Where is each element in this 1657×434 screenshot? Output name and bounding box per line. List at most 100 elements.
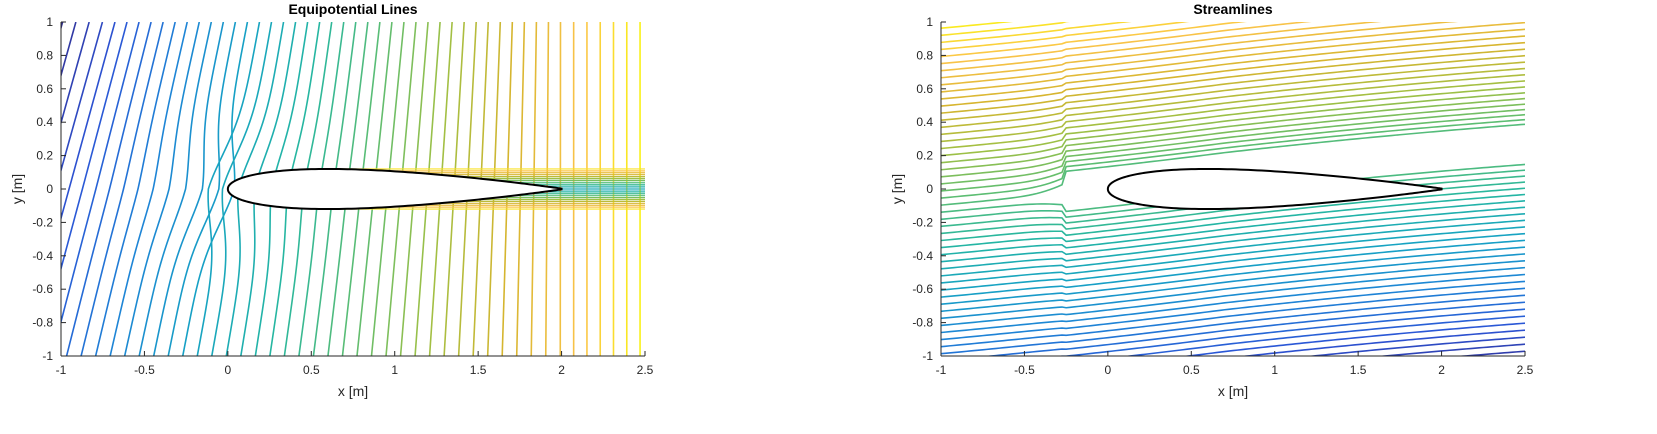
contour-line <box>94 22 176 356</box>
streamline <box>983 301 1525 356</box>
streamline <box>941 22 1070 37</box>
streamline <box>941 200 1525 256</box>
axes: -1 -0.5 0 0.5 1 1.5 2 2.5 -1 -0.8 -0.6 -0.4 -0.2 0 0.2… <box>32 15 653 377</box>
y-axis-label: y [m] <box>889 174 905 204</box>
equipotential-chart: Equipotential Lines -1 -0.5 0 0.5 1 1.5 2 2.5-1… <box>9 1 654 399</box>
x-tick-label: 1 <box>391 363 398 377</box>
streamline <box>941 22 1190 51</box>
streamline <box>941 280 1525 341</box>
streamline <box>941 273 1525 334</box>
axes: -1 -0.5 0 0.5 1 1.5 2 2.5 -1 -0.8 -0.6 -0.4 -0.2 0 0.2… <box>912 15 1533 377</box>
contour-line <box>61 22 90 126</box>
contour-line <box>80 22 164 356</box>
streamline <box>1455 350 1525 356</box>
contour-line <box>211 22 273 356</box>
streamline <box>941 206 1525 263</box>
streamline <box>941 118 1525 199</box>
streamline <box>941 123 1525 206</box>
x-tick-label: 1.5 <box>1350 363 1367 377</box>
y-tick-label: 0.8 <box>36 48 53 62</box>
streamline <box>941 259 1525 320</box>
streamline <box>941 232 1525 291</box>
y-tick-label: 1 <box>46 15 53 29</box>
streamline <box>941 22 1132 44</box>
y-tick-label: 0.8 <box>916 48 933 62</box>
contour-line <box>61 22 128 272</box>
x-tick-label: 2 <box>558 363 565 377</box>
y-tick-label: 1 <box>926 15 933 29</box>
contour-line <box>152 22 225 356</box>
streamline <box>941 22 1312 65</box>
contour-line <box>65 22 152 356</box>
streamline <box>941 212 1525 270</box>
airfoil-outline <box>1106 167 1443 211</box>
streamline <box>941 193 1525 249</box>
streamline <box>941 86 1525 157</box>
y-tick-label: -0.6 <box>912 282 933 296</box>
streamline <box>941 219 1525 277</box>
streamline <box>941 226 1525 284</box>
streamline <box>941 48 1525 114</box>
streamline <box>1123 315 1525 356</box>
x-tick-label: -1 <box>56 363 67 377</box>
x-tick-label: 2.5 <box>1517 363 1534 377</box>
x-tick-label: 0 <box>225 363 232 377</box>
chart-title: Streamlines <box>1193 1 1273 17</box>
streamline <box>941 97 1525 171</box>
y-tick-label: -0.4 <box>32 249 53 263</box>
x-tick-label: 2.5 <box>637 363 654 377</box>
streamline <box>941 253 1525 313</box>
streamline <box>941 22 1382 72</box>
x-tick-label: 1.5 <box>470 363 487 377</box>
y-tick-label: 0 <box>926 182 933 196</box>
airfoil-shape <box>226 167 563 211</box>
contour-line <box>61 22 140 325</box>
x-axis-label: x [m] <box>1218 383 1248 399</box>
y-tick-label: 0.4 <box>36 115 53 129</box>
streamline <box>941 61 1525 129</box>
streamline <box>941 80 1525 150</box>
y-tick-label: -0.8 <box>912 316 933 330</box>
y-tick-label: -1 <box>922 349 933 363</box>
x-tick-label: 0.5 <box>1183 363 1200 377</box>
y-tick-label: -0.2 <box>32 215 53 229</box>
streamline <box>941 67 1525 136</box>
x-tick-label: -1 <box>936 363 947 377</box>
x-tick-label: 0 <box>1105 363 1112 377</box>
y-tick-label: -0.4 <box>912 249 933 263</box>
streamline <box>941 35 1525 100</box>
streamline <box>941 294 1525 355</box>
y-tick-label: 0.2 <box>916 149 933 163</box>
y-tick-label: -1 <box>42 349 53 363</box>
streamline <box>941 266 1525 327</box>
streamline <box>941 108 1525 185</box>
airfoil-shape <box>1106 167 1443 211</box>
streamline <box>1182 322 1525 356</box>
y-tick-label: -0.8 <box>32 316 53 330</box>
streamline <box>941 287 1525 348</box>
x-tick-label: 1 <box>1271 363 1278 377</box>
streamline <box>941 372 1525 431</box>
y-axis-label: y [m] <box>9 174 25 204</box>
y-tick-label: 0.2 <box>36 149 53 163</box>
streamline <box>941 113 1525 192</box>
streamline <box>1240 329 1525 356</box>
streamline <box>1305 336 1525 356</box>
contour-line <box>196 22 261 356</box>
streamlines-chart: Streamlines -1 -0.5 0 0.5 1 1.5 2 2.5 -1 -0.8 -0.6… <box>889 1 1534 431</box>
y-tick-label: 0 <box>46 182 53 196</box>
streamline <box>941 22 1248 58</box>
x-tick-label: 0.5 <box>303 363 320 377</box>
contour-line <box>167 22 237 356</box>
contour-line <box>61 22 116 222</box>
streamline <box>941 92 1525 164</box>
contour-line <box>109 22 188 356</box>
contour-line <box>138 22 213 356</box>
streamline <box>941 187 1525 242</box>
y-tick-label: -0.6 <box>32 282 53 296</box>
contour-line <box>123 22 201 356</box>
y-tick-label: -0.2 <box>912 215 933 229</box>
x-tick-label: 2 <box>1438 363 1445 377</box>
